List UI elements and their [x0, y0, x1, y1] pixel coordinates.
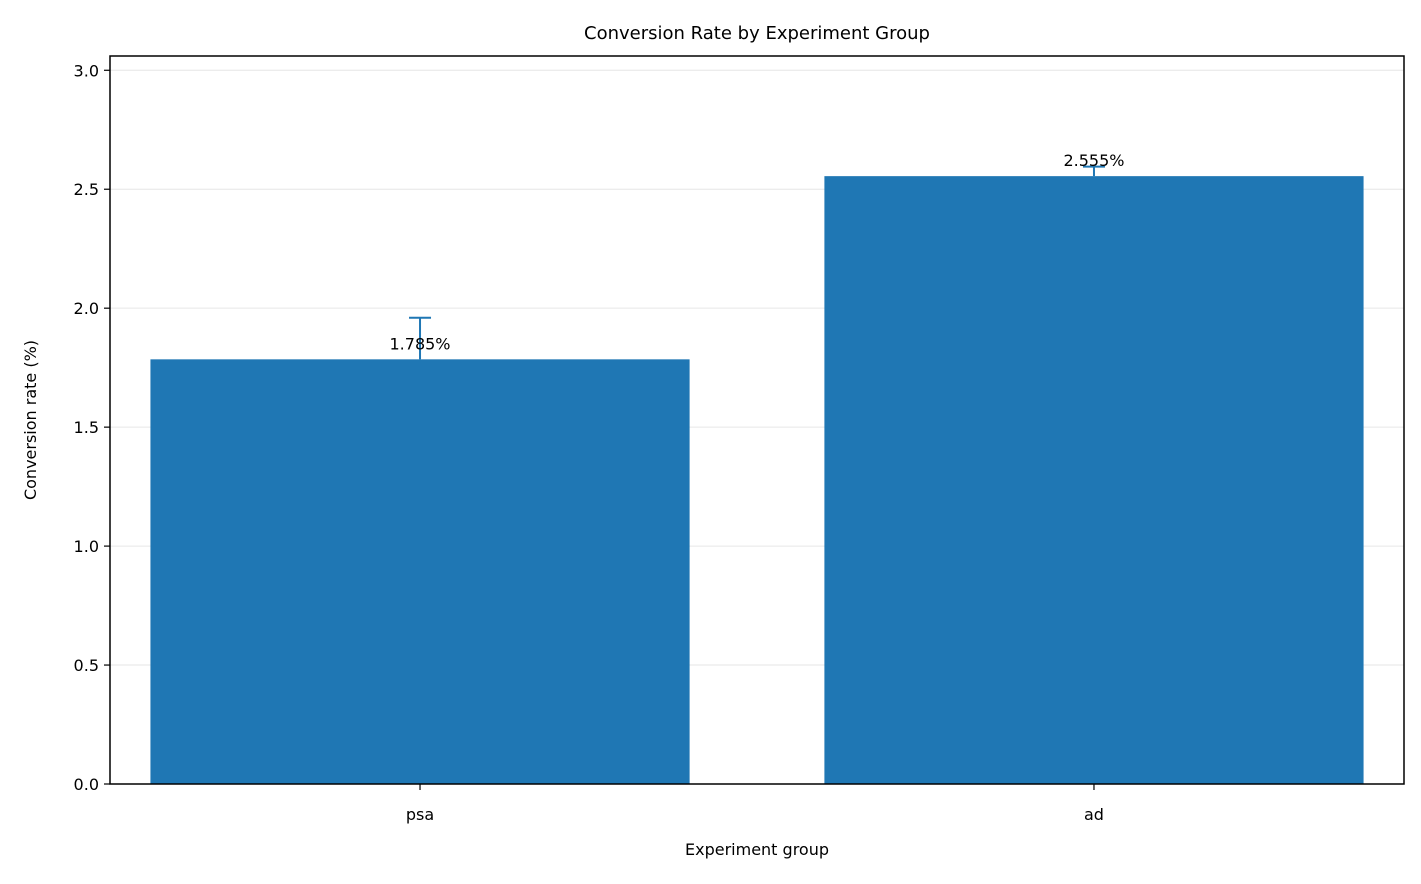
bar-ad: [824, 176, 1364, 784]
y-tick-label: 0.0: [74, 775, 99, 794]
y-axis-label: Conversion rate (%): [21, 340, 40, 500]
y-tick-label: 2.0: [74, 299, 99, 318]
bar-psa: [150, 359, 690, 784]
data-labels: 1.785% 2.555%: [390, 151, 1125, 353]
y-tick-label: 3.0: [74, 61, 99, 80]
y-axis-ticks: 0.0 0.5 1.0 1.5 2.0 2.5 3.0: [74, 61, 110, 794]
error-bars: [409, 165, 1105, 360]
y-tick-label: 2.5: [74, 180, 99, 199]
chart-title: Conversion Rate by Experiment Group: [584, 23, 930, 44]
x-tick-label-psa: psa: [406, 805, 434, 824]
y-tick-label: 1.0: [74, 537, 99, 556]
data-label-ad: 2.555%: [1063, 151, 1124, 170]
data-label-psa: 1.785%: [390, 334, 451, 353]
y-tick-label: 1.5: [74, 418, 99, 437]
x-tick-label-ad: ad: [1084, 805, 1104, 824]
bars: [150, 176, 1364, 784]
plot-area-frame: [109, 55, 1405, 785]
y-tick-label: 0.5: [74, 656, 99, 675]
x-axis-label: Experiment group: [685, 840, 829, 859]
x-axis-ticks: psa ad: [406, 784, 1104, 824]
